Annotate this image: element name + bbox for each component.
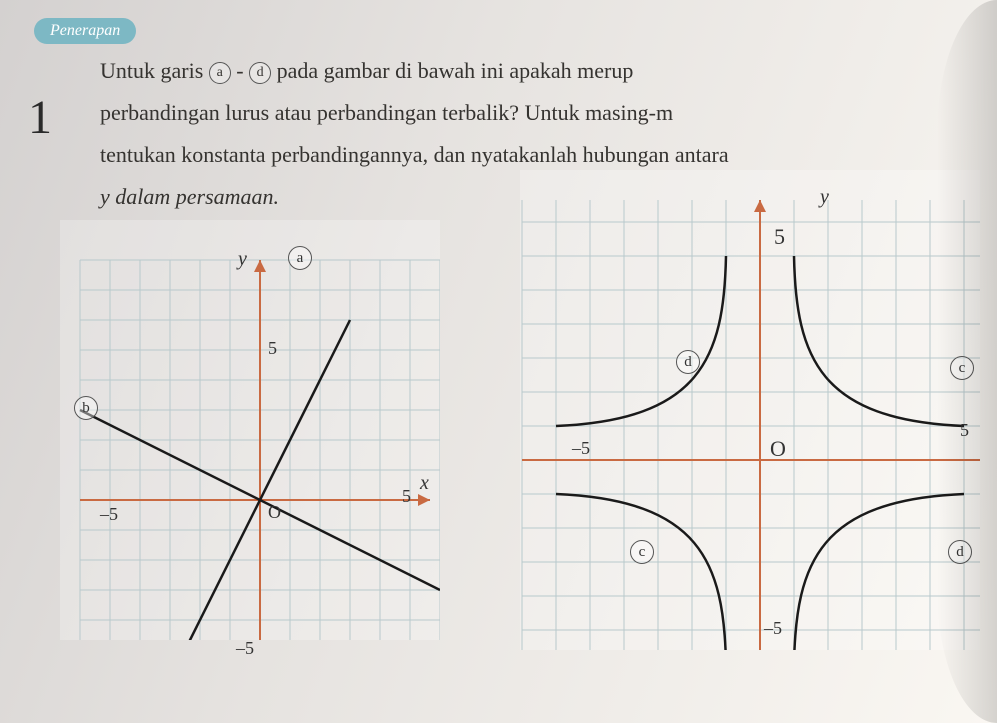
origin-label: O [770, 436, 786, 462]
question-line-2: perbandingan lurus atau perbandingan ter… [100, 92, 990, 134]
curve-c-q1 [794, 256, 964, 426]
x-label: x [420, 472, 429, 495]
text-frag: pada gambar di bawah ini apakah merup [277, 58, 634, 83]
graph-left: y x O –5 5 5 –5 a b [60, 220, 440, 640]
circle-c2-icon: c [630, 540, 654, 564]
circle-d-icon: d [676, 350, 700, 374]
circle-d-inline-icon: d [249, 62, 271, 84]
circle-b-icon: b [74, 396, 98, 420]
y-label: y [238, 248, 247, 271]
circle-a-icon: a [288, 246, 312, 270]
question-line-4: y dalam persamaan. [100, 176, 279, 218]
graph-right-svg [520, 170, 980, 650]
y-pos5: 5 [774, 224, 785, 250]
y-arrow-icon [754, 200, 766, 212]
circle-c-icon: c [950, 356, 974, 380]
circle-a-inline-icon: a [209, 62, 231, 84]
graph-left-svg [60, 220, 440, 640]
x-pos5: 5 [960, 420, 969, 441]
x-neg5: –5 [100, 504, 118, 525]
y-arrow-icon [254, 260, 266, 272]
text-frag: - [236, 58, 249, 83]
y-neg5: –5 [236, 638, 254, 659]
y-pos5: 5 [268, 338, 277, 359]
question-number: 1 [28, 90, 52, 145]
x-neg5: –5 [572, 438, 590, 459]
curve-c-q3 [556, 494, 726, 650]
y-label: y [820, 186, 829, 209]
section-badge: Penerapan [34, 18, 136, 44]
circle-d2-icon: d [948, 540, 972, 564]
grid [522, 200, 980, 650]
origin-label: O [268, 502, 281, 523]
x-pos5: 5 [402, 486, 411, 507]
curve-d-q2 [556, 256, 726, 426]
graph-right: y O –5 5 5 –5 d c c d [520, 170, 980, 650]
line-a [185, 320, 350, 640]
curve-d-q4 [794, 494, 964, 650]
y-neg5: –5 [764, 618, 782, 639]
x-arrow-icon [418, 494, 430, 506]
question-line-1: Untuk garis a - d pada gambar di bawah i… [100, 50, 990, 92]
text-frag: Untuk garis [100, 58, 209, 83]
